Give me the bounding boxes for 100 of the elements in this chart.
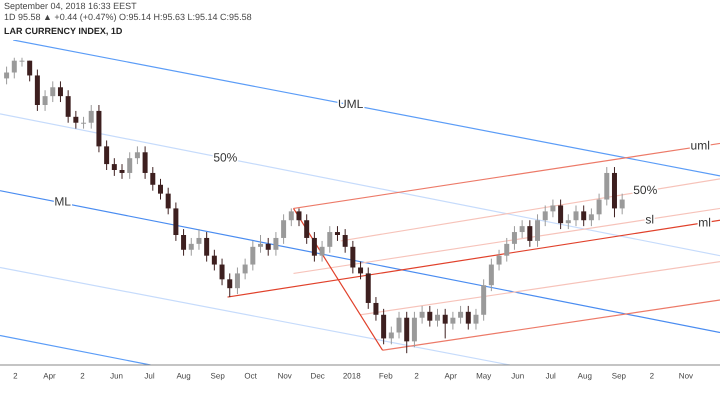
x-tick-label: Apr	[43, 372, 56, 381]
candlestick	[488, 258, 494, 292]
candlestick	[404, 311, 410, 354]
x-tick-label: Feb	[378, 372, 394, 381]
candlestick	[27, 60, 32, 82]
candlestick	[558, 199, 564, 230]
candlestick	[327, 226, 332, 254]
x-tick-label: Jun	[110, 372, 123, 381]
candlestick	[227, 272, 232, 298]
annotation: sl	[645, 212, 654, 226]
candlestick	[134, 146, 140, 165]
x-tick-label: Oct	[244, 372, 258, 381]
candlestick	[288, 208, 294, 227]
candlestick	[527, 220, 532, 248]
candlestick	[50, 80, 56, 103]
x-tick-label: Sep	[612, 372, 627, 381]
candlestick	[158, 178, 163, 200]
candlestick	[88, 104, 94, 130]
x-tick-label: Dec	[310, 372, 325, 381]
candlestick	[242, 258, 248, 280]
candlestick	[320, 240, 325, 262]
candlestick	[504, 237, 510, 262]
candlestick	[566, 214, 571, 230]
x-tick-label: 2	[80, 372, 86, 381]
candlestick	[81, 116, 86, 130]
candlestick	[312, 232, 317, 262]
candlestick	[258, 234, 264, 254]
candlestick	[588, 208, 594, 227]
x-tick-label: Jul	[546, 372, 556, 381]
x-tick-label: Aug	[578, 372, 592, 381]
candlestick	[512, 226, 517, 250]
x-tick-label: Jun	[511, 372, 524, 381]
x-tick-label: 2018	[342, 372, 362, 381]
candlestick	[396, 311, 402, 339]
candlestick	[104, 140, 110, 170]
candlestick	[250, 240, 256, 271]
candlestick	[388, 326, 394, 345]
x-tick-label: Nov	[678, 372, 694, 381]
candlestick	[166, 187, 171, 215]
candlestick	[266, 237, 271, 256]
candlestick	[442, 308, 448, 339]
candlestick	[420, 305, 425, 324]
x-tick-label: Apr	[444, 372, 458, 381]
candlestick	[112, 158, 117, 176]
candlestick	[73, 110, 78, 130]
candlestick	[58, 80, 63, 103]
candlestick	[142, 146, 148, 180]
candlestick	[373, 296, 378, 322]
candlestick	[358, 261, 364, 280]
candlestick	[574, 204, 578, 227]
candlestick	[127, 152, 132, 180]
candlestick	[212, 249, 217, 271]
candlestick	[181, 228, 186, 256]
chart-title: LAR CURRENCY INDEX, 1D	[4, 26, 124, 37]
candlestick	[4, 66, 10, 85]
candlestick	[620, 193, 625, 215]
candlestick	[581, 204, 586, 227]
candlestick	[12, 57, 17, 79]
candlestick	[535, 214, 540, 248]
x-tick-label: 2	[13, 372, 18, 381]
candlestick	[450, 311, 456, 330]
text: 1D 95.58 ▲ +0.44 (+0.47%) O:95.14 H:95.63 L:95.14 C:95.58	[4, 12, 252, 23]
candlestick	[150, 166, 156, 192]
candlestick	[381, 308, 386, 345]
candlestick	[520, 220, 525, 238]
candlestick	[281, 214, 286, 244]
candlestick	[304, 214, 310, 244]
x-tick-label: May	[476, 372, 492, 381]
candlestick	[550, 199, 556, 218]
candlestick	[458, 305, 464, 324]
candlestick	[466, 305, 471, 330]
x-tick-label: Jul	[144, 372, 155, 381]
candlestick	[66, 90, 71, 124]
annotation: 50%	[633, 182, 658, 197]
x-tick-label: 2	[650, 372, 655, 381]
candlestick	[434, 308, 440, 328]
candlestick	[19, 57, 24, 68]
candlestick	[204, 232, 210, 262]
candlestick	[596, 193, 602, 221]
candlestick	[412, 311, 417, 348]
candlestick	[342, 228, 348, 254]
candlestick	[427, 305, 432, 328]
candlestick	[350, 240, 356, 274]
candlestick	[120, 164, 125, 180]
annotation: 50%	[213, 150, 238, 164]
candlestick	[473, 308, 478, 330]
candlestick	[296, 208, 302, 227]
x-tick-label: Aug	[176, 372, 191, 381]
candlestick	[42, 90, 48, 112]
x-tick-label: 2	[414, 372, 420, 381]
candlestick	[542, 204, 548, 227]
candlestick	[234, 267, 240, 295]
candlestick	[220, 258, 225, 286]
candlestick	[188, 237, 194, 256]
candlestick	[196, 228, 202, 250]
text: September 04, 2018 16:33 EEST	[4, 1, 138, 12]
candlestick	[273, 232, 278, 256]
x-tick-label: Sep	[210, 372, 226, 381]
candlestick	[496, 249, 502, 271]
x-tick-label: Nov	[278, 372, 292, 381]
